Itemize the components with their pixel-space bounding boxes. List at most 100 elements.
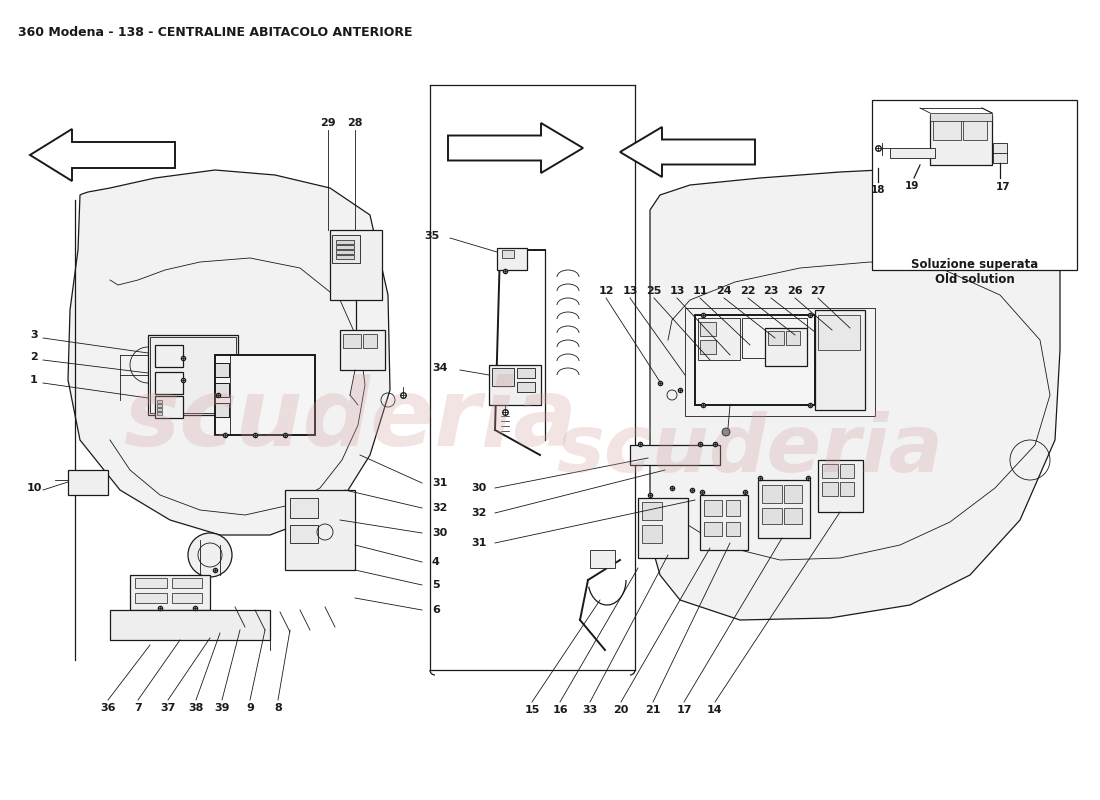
Bar — [285, 490, 355, 570]
Text: 13: 13 — [623, 286, 638, 296]
Bar — [172, 578, 202, 588]
Bar — [762, 485, 782, 503]
Text: 23: 23 — [763, 286, 779, 296]
Polygon shape — [30, 129, 175, 181]
Bar — [768, 331, 784, 345]
Text: 15: 15 — [525, 705, 540, 715]
Bar — [818, 315, 860, 350]
Bar — [157, 408, 162, 411]
Text: 9: 9 — [246, 703, 254, 713]
Text: 7: 7 — [134, 703, 142, 713]
Bar — [642, 502, 662, 520]
Bar — [155, 372, 183, 394]
Bar — [933, 118, 961, 140]
Bar — [336, 250, 354, 254]
Text: 37: 37 — [161, 703, 176, 713]
Bar — [590, 550, 615, 568]
Text: 31: 31 — [472, 538, 487, 548]
Bar — [155, 345, 183, 367]
Bar — [726, 500, 740, 516]
Text: 20: 20 — [614, 705, 629, 715]
Bar — [517, 368, 535, 378]
Polygon shape — [620, 127, 755, 177]
Bar — [330, 230, 382, 300]
Bar — [290, 525, 318, 543]
Text: 30: 30 — [432, 528, 448, 538]
Text: 6: 6 — [432, 605, 440, 615]
Bar — [172, 593, 202, 603]
Text: 35: 35 — [425, 231, 440, 241]
Polygon shape — [68, 170, 390, 535]
Text: 31: 31 — [432, 478, 448, 488]
Bar — [726, 522, 740, 536]
Text: 11: 11 — [692, 286, 707, 296]
Bar — [872, 100, 1077, 270]
Bar — [490, 365, 541, 405]
Bar — [993, 143, 1007, 163]
Bar — [642, 525, 662, 543]
Bar — [700, 340, 716, 354]
Bar — [214, 355, 315, 435]
Text: 10: 10 — [26, 483, 42, 493]
Text: 8: 8 — [274, 703, 282, 713]
Bar — [704, 522, 722, 536]
Bar — [155, 396, 183, 418]
Bar — [110, 610, 270, 640]
Text: 34: 34 — [432, 363, 448, 373]
Bar — [214, 383, 229, 397]
Bar — [135, 593, 167, 603]
Text: 12: 12 — [598, 286, 614, 296]
Bar — [742, 318, 807, 358]
Bar — [930, 115, 992, 165]
Bar — [492, 368, 514, 386]
Text: 32: 32 — [472, 508, 487, 518]
Bar — [890, 148, 935, 158]
Bar — [157, 412, 162, 415]
Bar — [698, 318, 740, 360]
Bar — [336, 245, 354, 249]
Bar — [758, 480, 810, 538]
Text: 17: 17 — [996, 182, 1010, 192]
Text: 28: 28 — [348, 118, 363, 128]
Bar — [700, 495, 748, 550]
Bar — [157, 404, 162, 407]
Bar — [157, 400, 162, 403]
Bar — [930, 113, 992, 121]
Bar — [695, 315, 815, 405]
Bar — [497, 248, 527, 270]
Bar — [214, 363, 229, 377]
Text: 38: 38 — [188, 703, 204, 713]
Text: 22: 22 — [740, 286, 756, 296]
Bar — [332, 235, 360, 263]
Text: 29: 29 — [320, 118, 336, 128]
Bar — [517, 382, 535, 392]
Text: 16: 16 — [552, 705, 568, 715]
Bar — [363, 334, 377, 348]
Bar — [700, 322, 716, 336]
Polygon shape — [650, 168, 1060, 620]
Bar — [822, 464, 838, 478]
Bar — [150, 337, 236, 413]
Bar — [130, 575, 210, 610]
Bar — [336, 240, 354, 244]
Text: 4: 4 — [432, 557, 440, 567]
Text: 2: 2 — [30, 352, 37, 362]
Circle shape — [722, 428, 730, 436]
Bar — [630, 445, 720, 465]
Bar — [815, 310, 865, 410]
Text: 360 Modena - 138 - CENTRALINE ABITACOLO ANTERIORE: 360 Modena - 138 - CENTRALINE ABITACOLO … — [18, 26, 412, 38]
Text: 13: 13 — [669, 286, 684, 296]
Bar — [68, 470, 108, 495]
Bar — [336, 255, 354, 259]
Text: 1: 1 — [30, 375, 37, 385]
Text: 36: 36 — [100, 703, 116, 713]
Bar — [786, 331, 800, 345]
Bar — [840, 482, 854, 496]
Text: 30: 30 — [472, 483, 487, 493]
Bar — [638, 498, 688, 558]
Bar — [764, 328, 807, 366]
Text: Soluzione superata
Old solution: Soluzione superata Old solution — [912, 258, 1038, 286]
Text: 39: 39 — [214, 703, 230, 713]
Text: 27: 27 — [811, 286, 826, 296]
Text: 25: 25 — [647, 286, 662, 296]
